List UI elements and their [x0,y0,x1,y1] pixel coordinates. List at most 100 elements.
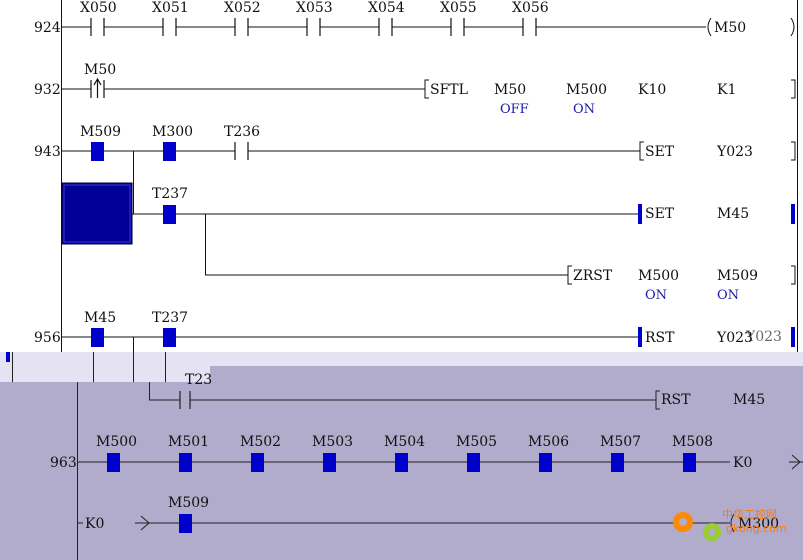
contact-label: X053 [296,0,333,16]
contact-label: M502 [240,434,281,450]
contact-on-highlight[interactable] [91,142,104,161]
contact-label: X055 [440,0,477,16]
ghost-operand: Y023 [745,329,782,345]
coil-label: M50 [714,20,746,36]
rung-943[interactable]: 943 M509 M300 T236 SET Y023 [34,124,796,214]
contact-label: M509 [80,124,121,140]
contact-label: M503 [312,434,353,450]
operand-state: OFF [500,102,529,117]
contact-on-highlight[interactable] [323,453,336,472]
contact-label: X056 [512,0,549,16]
step-number: 956 [34,330,61,346]
continuation-arrow-icon [789,454,803,470]
rung-932[interactable]: 932 M50 SFTL M50 M500 K10 K1 OFF ON [34,62,796,117]
rung-branch-set-m45[interactable]: T237 SET M45 ZRST M500 M509 ON ON [61,182,796,303]
watermark-text: 中华工控网 [722,507,777,521]
contact-label: X052 [224,0,261,16]
contact-label: X051 [152,0,189,16]
contact-label: T23 [185,372,212,388]
operand: K10 [638,82,666,98]
instruction-name: SET [645,144,675,160]
contact-on-highlight[interactable] [163,205,176,224]
contact-label: M300 [152,124,193,140]
contact-label: T237 [152,186,188,202]
contact-label: M509 [168,495,209,511]
operand: Y023 [716,330,753,346]
contact-label: M507 [600,434,641,450]
upper-ladder-view [61,0,798,352]
contact-on-highlight[interactable] [467,453,480,472]
contact-label: X050 [80,0,117,16]
contact-label: M508 [672,434,713,450]
contact-on-highlight[interactable] [179,453,192,472]
contact-label: M501 [168,434,209,450]
contact-label: T237 [152,310,188,326]
step-number: 932 [34,82,61,98]
instruction-bracket [424,79,429,99]
selection-cursor-inner [63,184,131,243]
instruction-bracket [567,265,572,285]
instruction-bracket [639,141,644,161]
contact-on-highlight[interactable] [395,453,408,472]
contact-label: T236 [224,124,260,140]
contact-label: M504 [384,434,425,450]
operand: M500 [566,82,607,98]
watermark-logo: 中华工控网 gkong.com [673,507,787,541]
contact-on-highlight[interactable] [683,453,696,472]
lower-window-edge-mark [6,352,10,362]
line-continuation-label: K0 [733,455,752,471]
operand: M45 [717,206,749,222]
coil-left-paren [707,17,712,37]
contact-label: M45 [84,310,116,326]
watermark-domain: gkong.com [726,522,787,535]
step-number: 924 [34,20,61,36]
instruction-bracket-end [791,79,796,99]
contact-on-highlight[interactable] [611,453,624,472]
step-number: 943 [34,144,61,160]
instruction-name: RST [661,392,691,408]
instruction-active-bracket-end [791,204,795,224]
pulse-contact-label: M50 [84,62,116,78]
coil-right-paren [790,17,795,37]
instruction-name: ZRST [573,268,613,284]
lower-window[interactable]: T23 RST M45 963 M500 M501 M502 M503 M504… [0,352,803,560]
instruction-name: RST [645,330,675,346]
instruction-bracket-end [791,265,796,285]
rung-924[interactable]: 924 X050 X051 X052 X053 X054 X055 X056 M… [34,0,795,37]
contact-on-highlight[interactable] [539,453,552,472]
contact-label: M505 [456,434,497,450]
operand: Y023 [716,144,753,160]
operand: M509 [717,268,758,284]
contact-on-highlight[interactable] [107,453,120,472]
contact-on-highlight[interactable] [163,328,176,347]
contact-on-highlight[interactable] [251,453,264,472]
operand: M50 [494,82,526,98]
operand: M45 [733,392,765,408]
contact-on-highlight[interactable] [179,514,192,533]
instruction-active-bracket-end [791,327,795,347]
operand: K1 [717,82,736,98]
instruction-name: SFTL [430,82,468,98]
operand-state: ON [717,288,739,303]
line-continuation-label: K0 [85,516,104,532]
lower-window-top-step [210,366,803,382]
step-number: 963 [50,455,77,471]
contact-on-highlight[interactable] [91,328,104,347]
contact-on-highlight[interactable] [163,142,176,161]
coil-label: M300 [738,516,779,532]
contact-label: M500 [96,434,137,450]
coil-left-paren [730,513,735,533]
operand-state: ON [573,102,595,117]
rung-956[interactable]: 956 M45 T237 RST Y023 Y023 [34,310,795,352]
operand: M500 [638,268,679,284]
instruction-name: SET [645,206,675,222]
continuation-arrow-icon [135,515,730,531]
instruction-bracket-end [791,141,796,161]
contact-label: M506 [528,434,569,450]
selection-cursor[interactable] [61,182,133,245]
instruction-active-bracket [638,204,642,224]
operand-state: ON [645,288,667,303]
contact-label: X054 [368,0,405,16]
